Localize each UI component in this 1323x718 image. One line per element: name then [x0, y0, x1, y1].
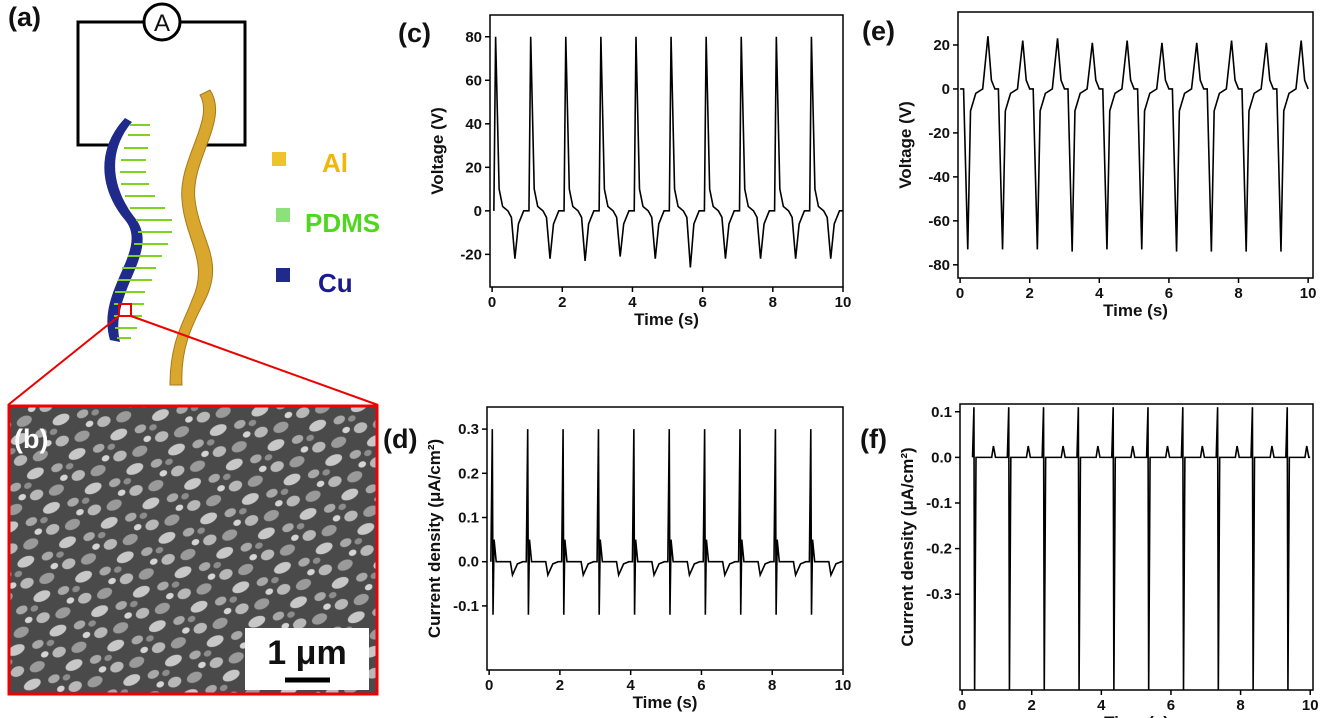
x-tick-label: 8 — [768, 677, 776, 694]
x-tick-label: 6 — [697, 677, 705, 694]
al-cube — [272, 152, 286, 166]
x-tick-label: 8 — [769, 294, 777, 311]
y-tick-label: 0.1 — [458, 510, 479, 527]
x-tick-label: 6 — [1167, 697, 1175, 714]
data-line — [490, 429, 843, 615]
panel-label: (d) — [383, 424, 417, 454]
al-electrode — [169, 89, 216, 386]
material-label: Al — [322, 148, 348, 178]
pdms-cube — [276, 208, 290, 222]
y-tick-label: -0.3 — [926, 586, 952, 603]
device-diagram — [76, 2, 247, 147]
panel-label: (b) — [14, 424, 48, 454]
plot-frame — [959, 403, 1314, 691]
y-tick-label: -80 — [928, 257, 950, 274]
y-tick-label: 0.0 — [931, 449, 952, 466]
x-tick-label: 2 — [556, 677, 564, 694]
panel-label: (f) — [860, 424, 887, 454]
y-tick-label: 0.1 — [931, 404, 952, 421]
material-label: PDMS — [305, 208, 380, 238]
y-tick-label: 0.3 — [458, 421, 479, 438]
x-tick-label: 6 — [1165, 285, 1173, 302]
y-tick-label: -20 — [928, 125, 950, 142]
cu-electrode — [104, 118, 143, 342]
x-axis-label: Time (s) — [634, 310, 699, 329]
x-tick-label: 4 — [627, 677, 636, 694]
y-tick-label: -0.2 — [926, 541, 952, 558]
material-label: Cu — [318, 268, 353, 298]
y-axis-label: Voltage (V) — [896, 101, 915, 189]
data-line — [960, 36, 1309, 252]
y-tick-label: -40 — [928, 169, 950, 186]
y-tick-label: -0.1 — [926, 495, 952, 512]
x-tick-label: 8 — [1236, 697, 1244, 714]
y-tick-label: -0.1 — [453, 598, 479, 615]
x-tick-label: 0 — [488, 294, 496, 311]
plot-frame — [486, 406, 844, 671]
y-tick-label: 40 — [465, 116, 482, 133]
cu-cube — [276, 268, 290, 282]
y-tick-label: 0 — [942, 81, 950, 98]
y-tick-label: 0.2 — [458, 465, 479, 482]
y-axis-label: Voltage (V) — [428, 107, 447, 195]
y-tick-label: -20 — [460, 246, 482, 263]
x-tick-label: 2 — [1026, 285, 1034, 302]
x-tick-label: 0 — [958, 697, 966, 714]
y-axis-label: Current density (μA/cm²) — [425, 439, 444, 638]
y-axis-label: Current density (μA/cm²) — [898, 447, 917, 646]
panel-label: (e) — [862, 16, 895, 46]
pdms-bristles — [114, 124, 172, 339]
x-tick-label: 4 — [628, 294, 637, 311]
plot-frame — [489, 14, 844, 288]
y-tick-label: 20 — [465, 159, 482, 176]
data-line — [971, 407, 1311, 690]
y-tick-label: 0.0 — [458, 554, 479, 571]
y-tick-label: -60 — [928, 213, 950, 230]
x-axis-label: Time (s) — [1103, 301, 1168, 320]
zoom-box — [118, 303, 132, 317]
x-tick-label: 6 — [698, 294, 706, 311]
x-tick-label: 10 — [835, 294, 852, 311]
zoom-line — [130, 315, 379, 406]
panel-label: (a) — [8, 2, 41, 32]
ammeter-label: A — [154, 10, 170, 37]
x-tick-label: 10 — [1302, 697, 1319, 714]
y-tick-label: 80 — [465, 29, 482, 46]
y-tick-label: 20 — [933, 37, 950, 54]
x-tick-label: 10 — [1300, 285, 1317, 302]
plot-frame — [957, 11, 1314, 279]
x-tick-label: 4 — [1095, 285, 1104, 302]
x-tick-label: 10 — [835, 677, 852, 694]
x-tick-label: 2 — [1028, 697, 1036, 714]
x-tick-label: 8 — [1234, 285, 1242, 302]
x-axis-label: Time (s) — [1104, 713, 1169, 718]
y-tick-label: 0 — [474, 203, 482, 220]
x-tick-label: 4 — [1097, 697, 1106, 714]
x-tick-label: 0 — [956, 285, 964, 302]
x-tick-label: 2 — [558, 294, 566, 311]
y-tick-label: 60 — [465, 72, 482, 89]
panel-label: (c) — [398, 18, 431, 48]
x-axis-label: Time (s) — [633, 693, 698, 712]
data-line — [493, 36, 843, 268]
scale-bar-label: 1 μm — [267, 634, 346, 672]
x-tick-label: 0 — [485, 677, 493, 694]
zoom-line — [7, 315, 120, 406]
